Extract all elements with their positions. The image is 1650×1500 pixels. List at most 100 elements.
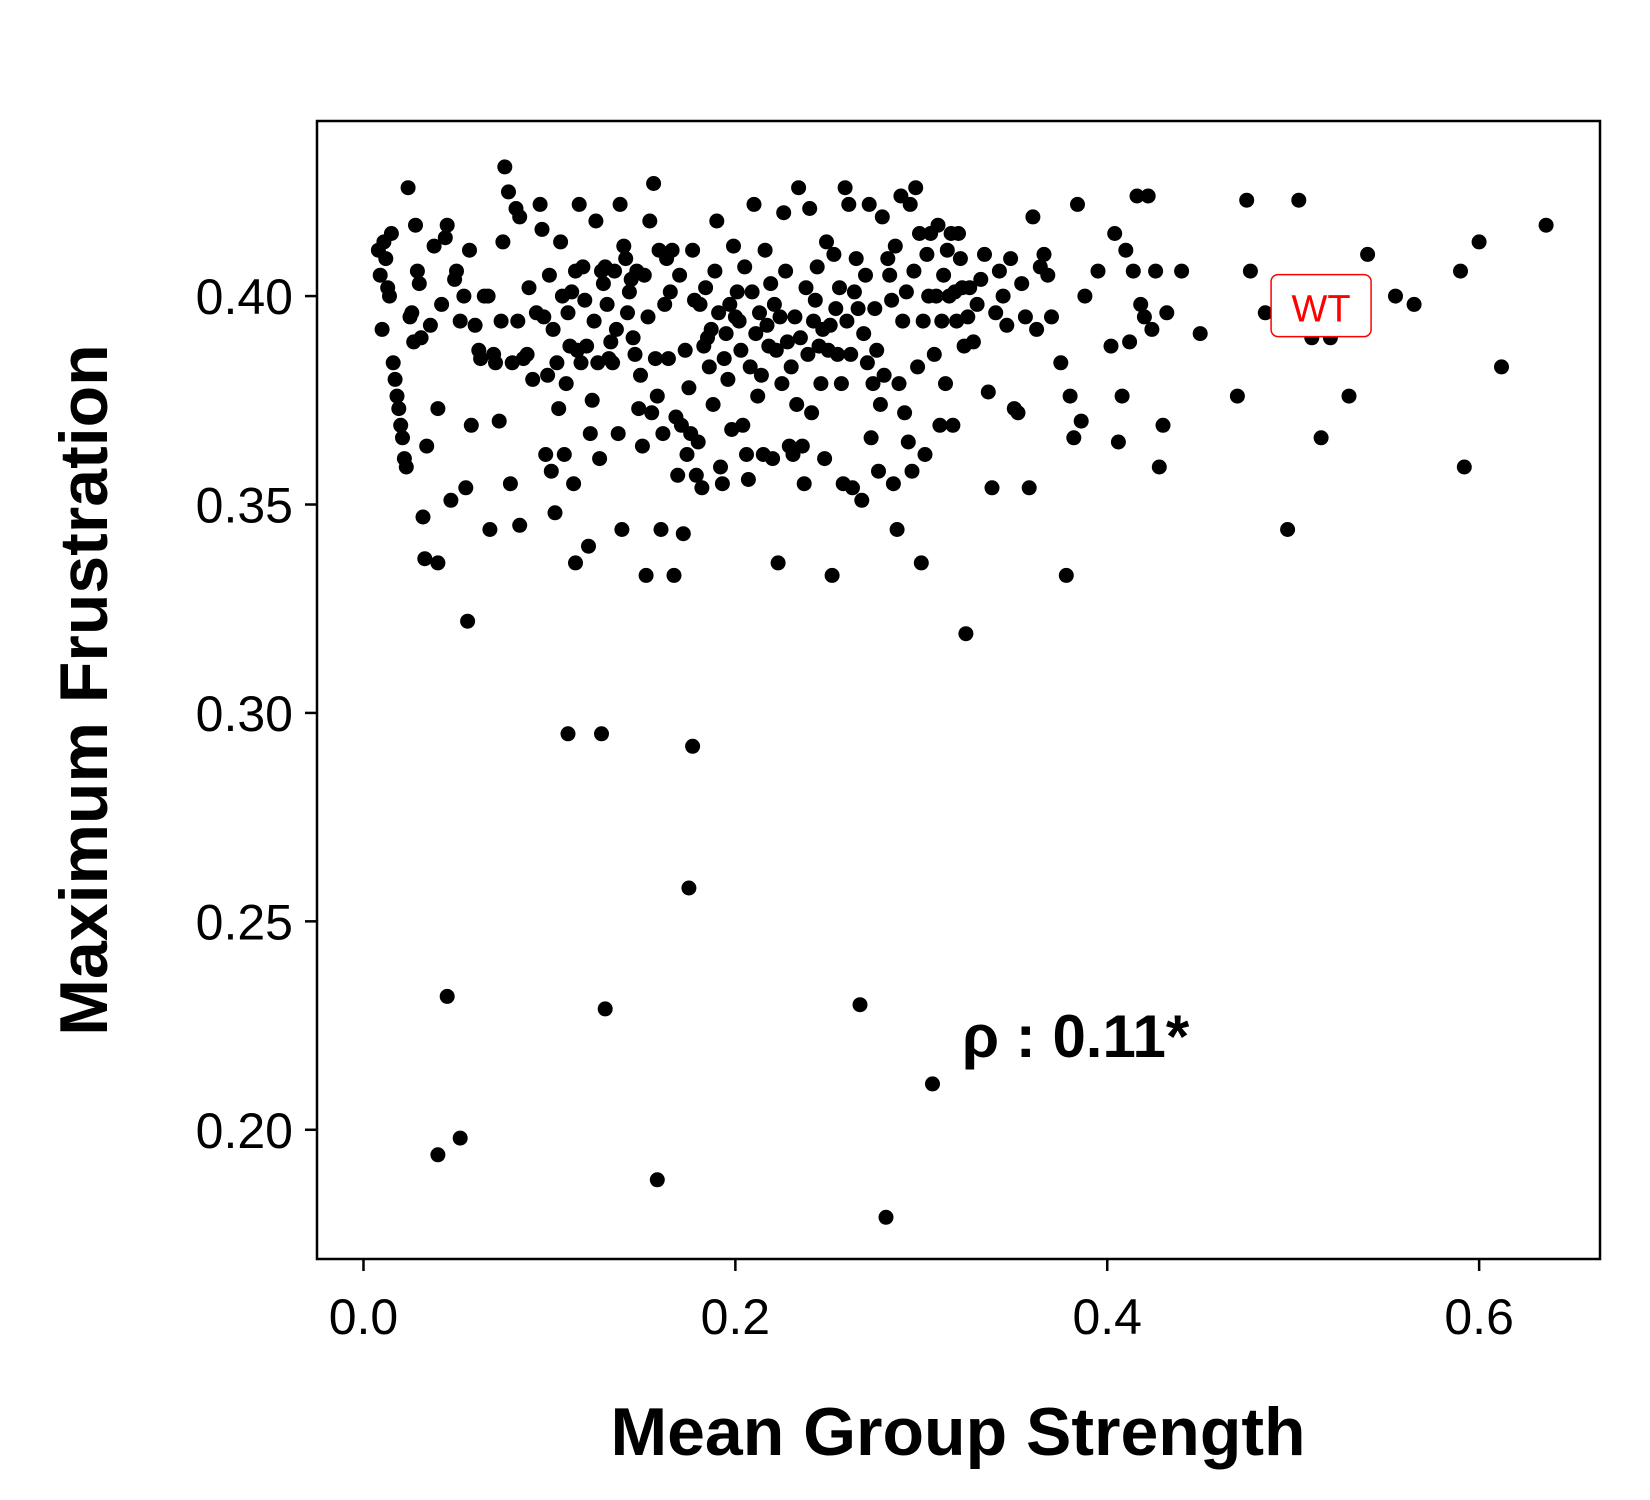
data-point: [1456, 459, 1472, 475]
data-point: [493, 313, 509, 329]
data-point: [463, 417, 479, 433]
data-point: [618, 251, 634, 267]
data-point: [991, 263, 1007, 279]
data-point: [383, 226, 399, 241]
y-tick-label: 0.40: [196, 269, 293, 325]
data-point: [871, 463, 886, 479]
data-point: [746, 196, 762, 212]
data-point: [768, 342, 784, 358]
data-point: [705, 397, 721, 412]
data-point: [391, 401, 407, 417]
data-point: [417, 551, 433, 567]
data-point: [1136, 309, 1152, 325]
data-point: [512, 209, 528, 225]
data-point: [452, 313, 468, 329]
data-point: [701, 359, 717, 375]
data-point: [750, 388, 766, 404]
data-point: [783, 359, 799, 375]
y-axis: 0.20 0.25 0.30 0.35 0.40: [196, 269, 317, 1159]
data-point: [917, 447, 933, 462]
data-point: [605, 355, 621, 371]
data-point: [826, 246, 842, 262]
data-point: [389, 388, 405, 404]
data-point: [859, 355, 875, 371]
data-point: [482, 522, 498, 537]
data-point: [869, 342, 885, 358]
data-point: [408, 217, 423, 233]
data-point: [865, 376, 881, 392]
data-point: [1014, 276, 1030, 292]
data-point: [387, 371, 403, 387]
data-point: [910, 359, 926, 375]
data-point: [787, 309, 803, 325]
data-point: [889, 522, 905, 537]
data-point: [744, 284, 760, 300]
data-point: [965, 334, 981, 350]
data-point: [774, 376, 790, 392]
data-point: [776, 205, 792, 221]
data-point: [729, 284, 745, 300]
data-point: [1257, 305, 1273, 321]
data-point: [1229, 388, 1245, 404]
data-point: [733, 342, 749, 358]
data-point: [497, 159, 513, 175]
data-point: [621, 284, 637, 300]
data-point: [897, 405, 913, 421]
data-point: [939, 242, 955, 258]
data-point: [802, 201, 818, 216]
data-point: [837, 180, 853, 196]
data-point: [833, 376, 849, 392]
data-point: [437, 230, 453, 246]
data-point: [932, 417, 948, 433]
data-point: [467, 317, 483, 333]
data-point: [458, 480, 474, 496]
data-point: [999, 317, 1015, 333]
data-point: [400, 180, 416, 196]
data-point: [789, 397, 805, 412]
data-point: [413, 330, 429, 346]
data-point: [581, 538, 596, 554]
data-point: [766, 296, 782, 312]
data-point: [794, 438, 810, 454]
data-point: [636, 267, 652, 283]
data-point: [819, 234, 834, 250]
data-point: [807, 292, 823, 308]
data-point: [1538, 217, 1554, 233]
data-point: [573, 355, 589, 371]
data-point: [1159, 305, 1175, 321]
data-point: [426, 238, 442, 254]
data-point: [722, 296, 738, 312]
data-point: [579, 338, 595, 354]
data-point: [419, 438, 435, 454]
data-point: [876, 367, 892, 383]
data-point: [798, 280, 814, 296]
data-point: [1017, 309, 1033, 325]
data-point: [649, 1172, 665, 1188]
data-point: [662, 284, 678, 300]
data-point: [525, 371, 541, 387]
data-point: [718, 326, 734, 342]
data-point: [685, 738, 701, 754]
data-point: [642, 213, 658, 229]
data-point: [713, 459, 728, 475]
data-point: [1110, 434, 1126, 450]
data-point: [1155, 417, 1171, 433]
data-point: [430, 401, 446, 417]
data-point: [1494, 359, 1509, 375]
y-tick-label: 0.30: [196, 686, 293, 742]
data-point: [1341, 388, 1357, 404]
data-point: [880, 251, 896, 267]
data-point: [670, 467, 686, 483]
data-point: [556, 447, 572, 462]
data-point: [545, 321, 561, 337]
data-point: [1036, 246, 1052, 262]
wt-highlight-label: WT: [1270, 273, 1372, 338]
data-point: [1090, 263, 1106, 279]
data-point: [616, 238, 632, 254]
data-point: [558, 376, 574, 392]
data-point: [646, 176, 662, 191]
data-point: [675, 526, 691, 542]
data-point: [740, 472, 756, 487]
data-point: [1291, 192, 1307, 208]
